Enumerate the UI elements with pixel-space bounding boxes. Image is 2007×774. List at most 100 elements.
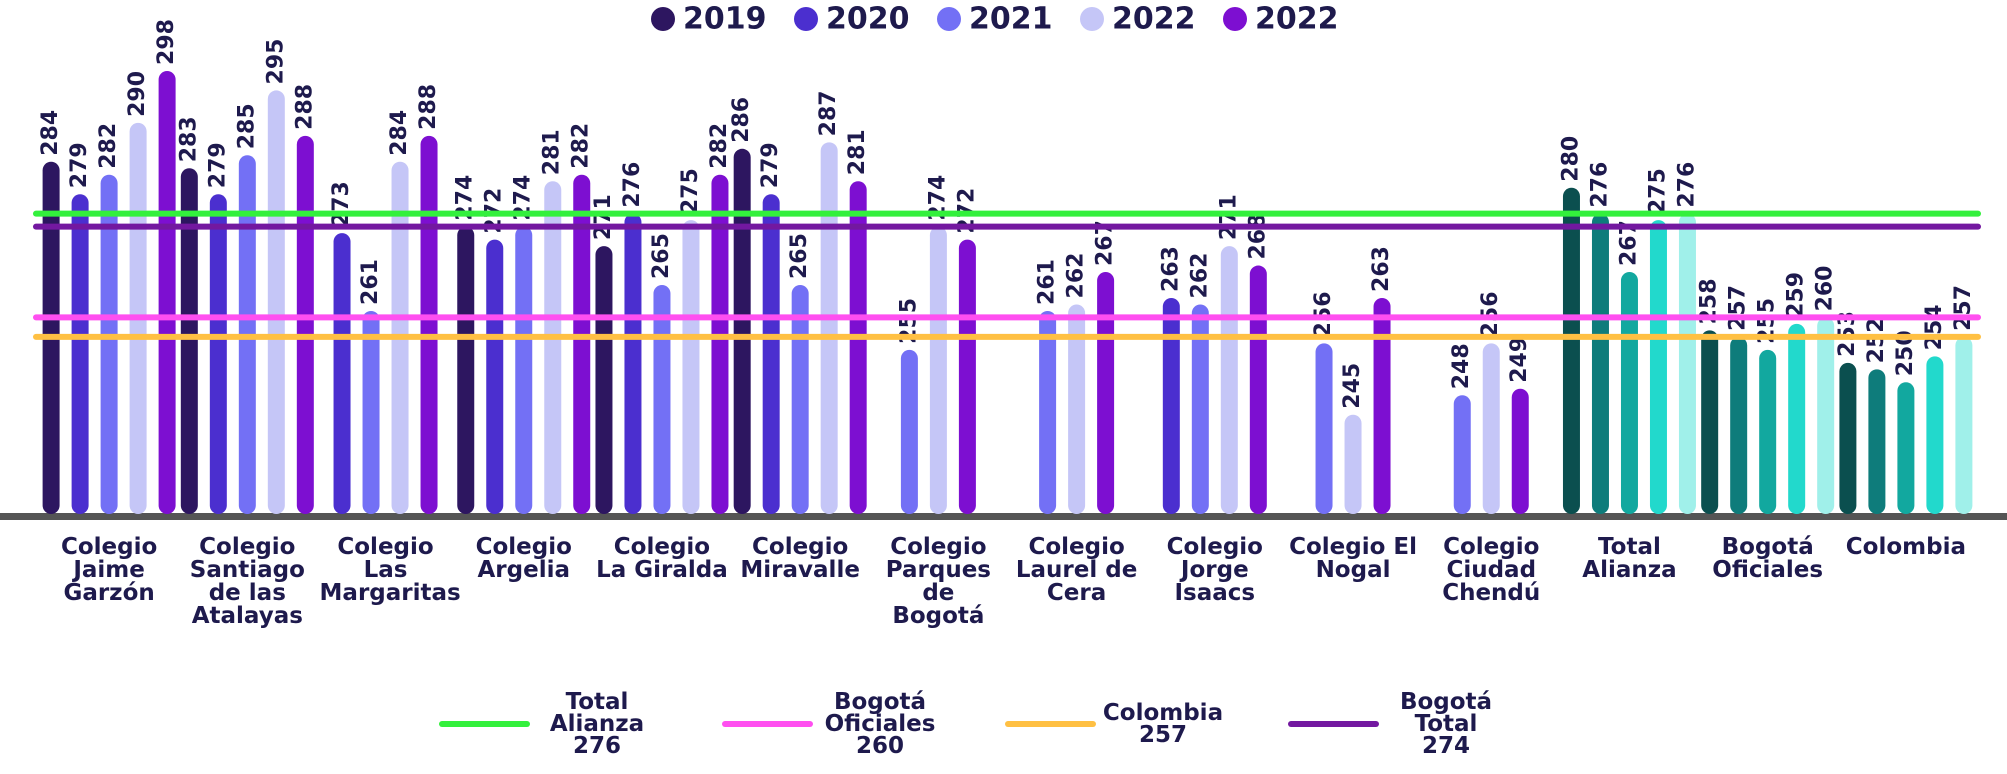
x-tick-label: Colegio El Nogal — [1289, 534, 1417, 583]
bar — [1926, 356, 1944, 514]
bar — [486, 239, 504, 514]
legend-name: Colombia — [1102, 700, 1224, 726]
data-label: 261 — [1035, 259, 1060, 305]
x-tick-label: Colegio Jorge Isaacs — [1166, 534, 1263, 606]
data-label: 286 — [729, 97, 754, 143]
data-label: 276 — [1674, 162, 1699, 208]
bar — [682, 220, 700, 514]
data-label: 279 — [758, 142, 783, 188]
data-label: 263 — [1158, 246, 1183, 292]
legend-name: Bogotá Total — [1399, 689, 1493, 737]
data-label: 256 — [1478, 291, 1503, 337]
data-label: 284 — [38, 110, 63, 156]
data-label: 284 — [387, 110, 412, 156]
bar — [296, 135, 314, 515]
bar — [100, 174, 118, 514]
data-label: 265 — [787, 233, 812, 279]
legend-swatch — [651, 7, 675, 31]
data-label: 288 — [292, 84, 317, 130]
bar — [333, 233, 351, 514]
data-label: 275 — [1645, 168, 1670, 214]
x-tick-label: Colegio Ciudad Chendú — [1442, 534, 1541, 606]
x-tick-label: Colombia — [1845, 534, 1966, 560]
bar — [362, 310, 380, 514]
bar — [711, 174, 729, 514]
legend-swatch — [794, 7, 818, 31]
x-tick-label: Colegio Argelia — [475, 534, 572, 583]
data-label: 260 — [1813, 265, 1838, 311]
bar — [1788, 323, 1806, 514]
legend-label: Total Alianza 276 — [532, 691, 662, 759]
x-tick-label: Total Alianza — [1582, 534, 1677, 583]
bar — [1839, 362, 1857, 514]
bar — [1039, 310, 1057, 514]
data-label: 259 — [1784, 272, 1809, 318]
data-label: 245 — [1340, 363, 1365, 409]
bar — [267, 90, 285, 514]
bar — [1344, 414, 1362, 514]
bar — [820, 142, 838, 515]
data-label: 279 — [67, 142, 92, 188]
data-label: 271 — [1216, 194, 1241, 240]
legend-value: 276 — [572, 733, 621, 759]
bar — [929, 226, 947, 514]
bar — [1759, 349, 1777, 514]
data-label: 268 — [1245, 214, 1270, 260]
data-label: 295 — [263, 38, 288, 84]
data-label: 254 — [1922, 304, 1947, 350]
data-label: 285 — [234, 103, 259, 149]
data-label: 262 — [1064, 253, 1089, 299]
data-label: 280 — [1558, 136, 1583, 182]
data-label: 279 — [205, 142, 230, 188]
bar — [544, 181, 562, 514]
legend-label: Colombia 257 — [1098, 700, 1228, 748]
x-axis — [0, 513, 2007, 520]
bar — [1373, 297, 1391, 514]
legend-swatch — [1080, 7, 1104, 31]
x-tick-label: Colegio La Giralda — [596, 534, 728, 583]
legend-value: 274 — [1421, 733, 1470, 759]
data-label: 298 — [154, 19, 179, 65]
data-label: 283 — [176, 116, 201, 162]
data-label: 290 — [125, 71, 150, 117]
bar — [791, 285, 809, 514]
legend-label: Bogotá Total 274 — [1381, 689, 1511, 759]
data-label: 275 — [678, 168, 703, 214]
x-tick-label: Bogotá Oficiales — [1712, 534, 1824, 583]
bar — [1482, 343, 1500, 514]
data-label: 257 — [1951, 285, 1976, 331]
legend-label: 2019 — [683, 2, 767, 37]
bar — [457, 226, 475, 514]
bar — [653, 285, 671, 514]
bar — [1068, 304, 1086, 514]
data-label: 281 — [540, 129, 565, 175]
legend-value: 257 — [1138, 722, 1187, 748]
bar — [1453, 395, 1471, 514]
data-label: 256 — [1311, 291, 1336, 337]
bar — [1897, 382, 1915, 514]
data-label: 257 — [1726, 285, 1751, 331]
bar — [573, 174, 591, 514]
bar — [624, 213, 642, 514]
bar — [1701, 330, 1719, 514]
x-tick-label: Colegio Santiago de las Atalayas — [189, 534, 305, 629]
bar — [158, 70, 176, 514]
bar — [1649, 220, 1667, 514]
data-label: 249 — [1507, 337, 1532, 383]
bar — [1249, 265, 1267, 514]
data-label: 276 — [620, 162, 645, 208]
legend-label: 2022 — [1255, 2, 1339, 37]
data-label: 282 — [96, 123, 121, 169]
x-tick-label: Colegio Laurel de Cera — [1015, 534, 1138, 606]
bar — [1097, 272, 1115, 514]
bar — [595, 246, 613, 515]
data-label: 281 — [845, 129, 870, 175]
bar — [420, 135, 438, 515]
bar — [209, 194, 227, 514]
data-label: 265 — [649, 233, 674, 279]
data-label: 252 — [1864, 317, 1889, 363]
legend-swatch — [937, 7, 961, 31]
bar — [900, 349, 918, 514]
